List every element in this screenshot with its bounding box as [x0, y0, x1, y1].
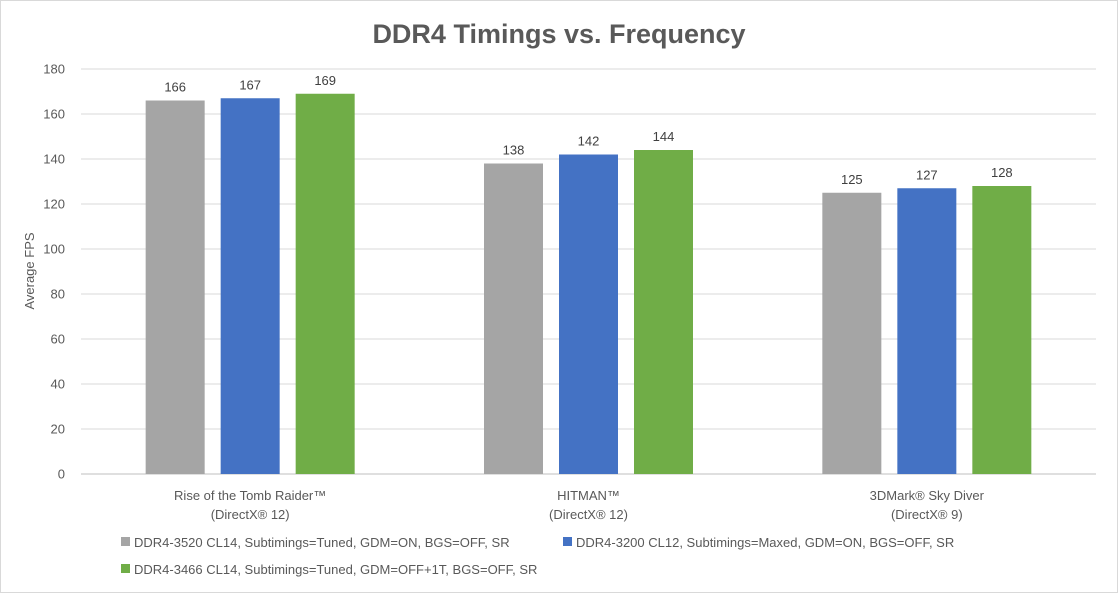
bar: [972, 186, 1032, 474]
y-tick-label: 80: [51, 287, 65, 302]
x-category-label: 3DMark® Sky Diver: [870, 488, 985, 503]
bar: [220, 98, 280, 474]
x-category-label: Rise of the Tomb Raider™: [174, 488, 326, 503]
data-label: 144: [653, 129, 675, 144]
bar: [822, 192, 882, 474]
data-label: 166: [164, 80, 186, 95]
legend-label: DDR4-3200 CL12, Subtimings=Maxed, GDM=ON…: [576, 535, 954, 550]
legend: DDR4-3520 CL14, Subtimings=Tuned, GDM=ON…: [121, 535, 954, 577]
x-category-label: (DirectX® 12): [211, 507, 290, 522]
data-label: 169: [314, 73, 336, 88]
x-category-label: (DirectX® 9): [891, 507, 963, 522]
data-label: 128: [991, 165, 1013, 180]
legend-label: DDR4-3466 CL14, Subtimings=Tuned, GDM=OF…: [134, 562, 537, 577]
bar: [145, 100, 205, 474]
bar: [295, 93, 355, 474]
chart-title: DDR4 Timings vs. Frequency: [372, 19, 745, 49]
x-axis-categories: Rise of the Tomb Raider™ (DirectX® 12) HIT…: [174, 488, 985, 522]
y-tick-label: 180: [43, 62, 65, 77]
bar: [634, 150, 693, 474]
data-label: 167: [239, 77, 261, 92]
y-axis-ticks: 0 20 40 60 80 100 120 140 160 180: [43, 62, 65, 482]
legend-swatch: [121, 537, 130, 546]
bar: [484, 163, 543, 474]
y-tick-label: 20: [51, 422, 65, 437]
y-tick-label: 40: [51, 377, 65, 392]
bar: [559, 154, 618, 474]
y-tick-label: 140: [43, 152, 65, 167]
data-label: 127: [916, 167, 938, 182]
y-axis-label: Average FPS: [22, 232, 37, 309]
data-label: 142: [578, 134, 600, 149]
y-tick-label: 160: [43, 107, 65, 122]
legend-label: DDR4-3520 CL14, Subtimings=Tuned, GDM=ON…: [134, 535, 510, 550]
data-label: 138: [503, 143, 525, 158]
bars: [145, 93, 1032, 474]
data-label: 125: [841, 172, 863, 187]
data-labels: 166 167 169 138 142 144 125 127 128: [164, 73, 1012, 187]
legend-swatch: [563, 537, 572, 546]
y-tick-label: 120: [43, 197, 65, 212]
legend-swatch: [121, 564, 130, 573]
y-tick-label: 60: [51, 332, 65, 347]
x-category-label: HITMAN™: [557, 488, 620, 503]
y-tick-label: 100: [43, 242, 65, 257]
bar: [897, 188, 957, 474]
y-tick-label: 0: [58, 467, 65, 482]
x-category-label: (DirectX® 12): [549, 507, 628, 522]
